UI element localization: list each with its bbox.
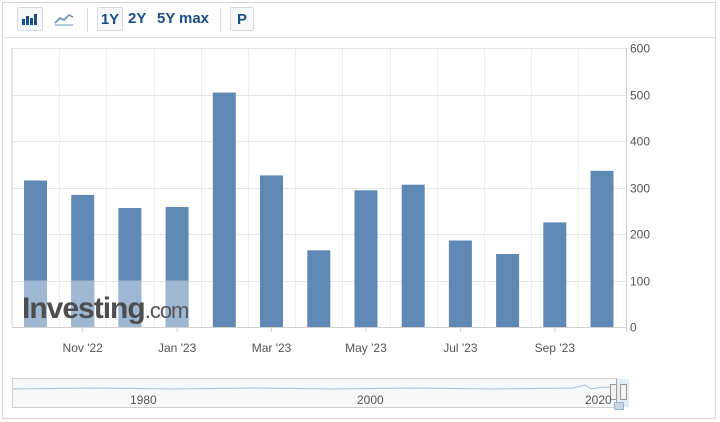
navigator-label-1980: 1980 xyxy=(130,393,157,407)
investing-watermark: Investing.com xyxy=(22,292,188,325)
line-chart-icon xyxy=(54,14,74,26)
navigator-handle-left[interactable] xyxy=(610,384,617,400)
chart-toolbar: 1Y 2Y 5Y max P xyxy=(2,2,716,38)
range-navigator[interactable] xyxy=(12,378,629,408)
x-tick-label: May '23 xyxy=(345,341,387,355)
navigator-series-line xyxy=(13,384,618,390)
y-tick-label: 400 xyxy=(630,135,650,149)
bar-7 xyxy=(354,190,378,327)
navigator-handle-right[interactable] xyxy=(620,384,627,400)
toolbar-separator xyxy=(220,8,221,32)
navigator-scroll-thumb[interactable] xyxy=(614,402,624,410)
range-1y-button[interactable]: 1Y xyxy=(97,7,123,31)
range-2y-button[interactable]: 2Y xyxy=(128,10,147,27)
bar-12 xyxy=(590,170,614,327)
bar-chart-icon xyxy=(22,14,37,25)
range-1y-label: 1Y xyxy=(100,10,120,28)
bar-watermark-overlay xyxy=(165,280,189,327)
range-max-button[interactable]: max xyxy=(179,10,210,27)
bar-4 xyxy=(212,92,236,327)
x-tick-label: Jan '23 xyxy=(158,341,197,355)
x-tick-label: Jul '23 xyxy=(443,341,478,355)
bar-10 xyxy=(496,254,520,327)
navigator-label-2000: 2000 xyxy=(357,393,384,407)
period-button[interactable]: P xyxy=(230,7,254,31)
bar-11 xyxy=(543,222,567,327)
x-tick-label: Mar '23 xyxy=(252,341,292,355)
bar-9 xyxy=(448,240,472,327)
range-5y-button[interactable]: 5Y xyxy=(157,10,176,27)
y-tick-label: 600 xyxy=(630,42,650,56)
period-button-label: P xyxy=(236,10,247,28)
bar-watermark-overlay xyxy=(71,280,95,327)
y-tick-label: 500 xyxy=(630,89,650,103)
bar-8 xyxy=(401,184,425,327)
navigator-label-2020: 2020 xyxy=(585,393,612,407)
y-tick-label: 300 xyxy=(630,182,650,196)
y-tick-label: 0 xyxy=(630,321,637,335)
y-tick-label: 200 xyxy=(630,228,650,242)
x-tick-label: Nov '22 xyxy=(63,341,104,355)
bar-chart-button[interactable] xyxy=(17,7,43,31)
bar-chart: 0 100 200 300 400 500 600 Investing.com Nov '22 J… xyxy=(11,42,650,355)
bar-6 xyxy=(307,250,331,327)
y-tick-label: 100 xyxy=(630,275,650,289)
x-tick-label: Sep '23 xyxy=(535,341,576,355)
toolbar-separator xyxy=(87,8,88,32)
bar-watermark-overlay xyxy=(24,280,47,327)
bar-5 xyxy=(260,175,283,327)
line-chart-button[interactable] xyxy=(51,7,77,31)
bar-watermark-overlay xyxy=(118,280,142,327)
